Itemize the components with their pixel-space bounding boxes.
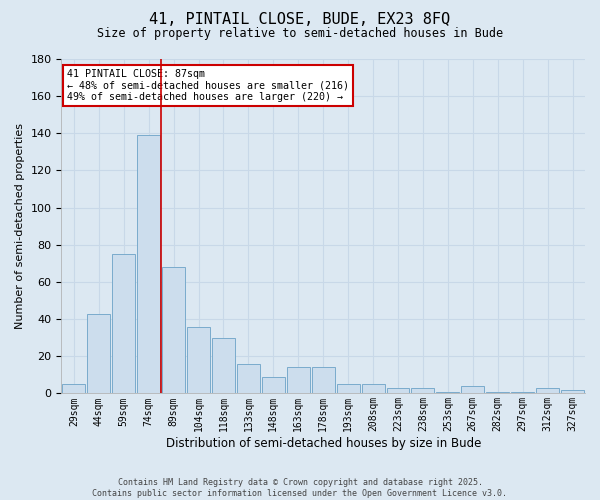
Bar bbox=[287, 368, 310, 394]
Bar bbox=[561, 390, 584, 394]
Y-axis label: Number of semi-detached properties: Number of semi-detached properties bbox=[15, 123, 25, 329]
Bar bbox=[386, 388, 409, 394]
Bar bbox=[486, 392, 509, 394]
Text: 41, PINTAIL CLOSE, BUDE, EX23 8FQ: 41, PINTAIL CLOSE, BUDE, EX23 8FQ bbox=[149, 12, 451, 28]
Bar bbox=[187, 326, 210, 394]
Bar bbox=[312, 368, 335, 394]
Bar bbox=[62, 384, 85, 394]
Text: Contains HM Land Registry data © Crown copyright and database right 2025.
Contai: Contains HM Land Registry data © Crown c… bbox=[92, 478, 508, 498]
Bar bbox=[536, 388, 559, 394]
Bar bbox=[137, 135, 160, 394]
Bar bbox=[412, 388, 434, 394]
Bar bbox=[436, 392, 460, 394]
Text: Size of property relative to semi-detached houses in Bude: Size of property relative to semi-detach… bbox=[97, 28, 503, 40]
Bar bbox=[262, 376, 285, 394]
Bar bbox=[162, 267, 185, 394]
Text: 41 PINTAIL CLOSE: 87sqm
← 48% of semi-detached houses are smaller (216)
49% of s: 41 PINTAIL CLOSE: 87sqm ← 48% of semi-de… bbox=[67, 69, 349, 102]
Bar bbox=[88, 314, 110, 394]
Bar bbox=[112, 254, 135, 394]
X-axis label: Distribution of semi-detached houses by size in Bude: Distribution of semi-detached houses by … bbox=[166, 437, 481, 450]
Bar bbox=[362, 384, 385, 394]
Bar bbox=[237, 364, 260, 394]
Bar bbox=[337, 384, 359, 394]
Bar bbox=[212, 338, 235, 394]
Bar bbox=[511, 392, 534, 394]
Bar bbox=[461, 386, 484, 394]
